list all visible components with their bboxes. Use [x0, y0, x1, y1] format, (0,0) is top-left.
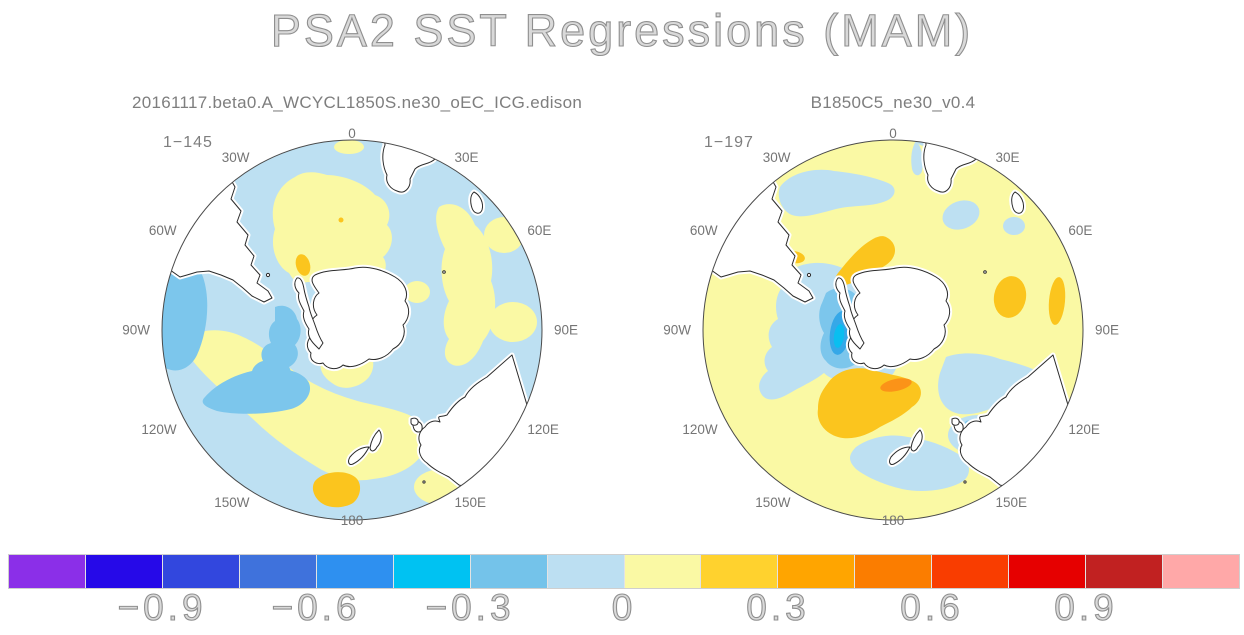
tick-label-90W: 90W: [663, 323, 691, 338]
left-yellow-90e-edge: [489, 302, 537, 342]
tick-label-0: 0: [348, 126, 356, 141]
left-map-panel: 0 30E 60E 90E 120E 150E 180 150W 120W 90W 60W 30W: [122, 110, 578, 550]
left-tick-labels: 0 30E 60E 90E 120E 150E 180 150W 120W 90W 60W 30W: [122, 126, 578, 528]
colorbar-bin-0: [9, 555, 85, 588]
colorbar-bin-12: [931, 555, 1009, 588]
right-tick-labels: 0 30E 60E 90E 120E 150E 180 150W 120W 90W 60W 30W: [663, 126, 1119, 528]
tick-label-120E: 120E: [1068, 422, 1100, 437]
left-field: [162, 140, 542, 520]
colorbar-tick-0.6: 0.6: [900, 586, 964, 628]
left-skyblue-wedge: [202, 368, 311, 414]
right-lightblue-newzealand-band: [850, 435, 969, 491]
colorbar-bin-13: [1008, 555, 1086, 588]
tick-label-60E: 60E: [527, 223, 551, 238]
colorbar-tick-−0.3: −0.3: [425, 586, 515, 628]
left-gold-dot: [338, 217, 344, 223]
tick-label-90E: 90E: [554, 323, 578, 338]
tick-label-120W: 120W: [682, 422, 718, 437]
tick-label-90E: 90E: [1095, 323, 1119, 338]
figure-title: PSA2 SST Regressions (MAM): [270, 4, 974, 56]
tick-label-180: 180: [341, 513, 364, 528]
tick-label-150W: 150W: [214, 495, 250, 510]
right-gold-teardrop: [835, 236, 895, 286]
left-yellow-southwest-band: [185, 330, 427, 481]
colorbar-tick-0: 0: [611, 586, 637, 628]
colorbar-bin-9: [700, 555, 778, 588]
right-map: 0 30E 60E 90E 120E 150E 180 150W 120W 90W 60W 30W: [663, 126, 1119, 528]
tick-label-60W: 60W: [690, 223, 718, 238]
tick-label-30W: 30W: [222, 150, 250, 165]
colorbar: [8, 554, 1240, 589]
colorbar-labels: −0.9 −0.6 −0.3 0 0.3 0.6 0.9: [8, 586, 1240, 633]
tick-label-30W: 30W: [763, 150, 791, 165]
left-yellow-60e-edge: [484, 217, 524, 253]
tick-label-0: 0: [889, 126, 897, 141]
left-panel-period: 1−145: [163, 134, 213, 151]
left-map: 0 30E 60E 90E 120E 150E 180 150W 120W 90W 60W 30W: [122, 126, 578, 528]
colorbar-bin-2: [161, 555, 239, 588]
left-yellow-top: [334, 140, 364, 154]
right-cyan-core: [833, 324, 845, 348]
right-lightblue-northwest: [778, 169, 895, 217]
right-map-boundary: [702, 139, 1084, 521]
tick-label-150W: 150W: [755, 495, 791, 510]
right-lightblue-below-africa: [942, 200, 980, 230]
right-lightblue-greenwich-sliver: [911, 141, 923, 176]
left-gold-south-blob: [312, 472, 361, 508]
colorbar-bin-1: [84, 555, 162, 588]
colorbar-bin-10: [777, 555, 855, 588]
colorbar-bin-3: [238, 555, 316, 588]
right-orange-ross-core: [880, 378, 912, 392]
tick-label-150E: 150E: [455, 495, 487, 510]
left-map-boundary: [161, 139, 543, 521]
tick-label-60E: 60E: [1068, 223, 1092, 238]
right-gold-90e-round: [993, 276, 1027, 318]
colorbar-bin-4: [315, 555, 393, 588]
right-lightblue-60e: [1003, 217, 1025, 235]
colorbar-bin-14: [1085, 555, 1163, 588]
right-field: [703, 140, 1083, 520]
left-panel-subtitle: 20161117.beta0.A_WCYCL1850S.ne30_oEC_ICG…: [132, 93, 583, 112]
colorbar-bin-5: [392, 555, 470, 588]
right-panel-period: 1−197: [704, 134, 754, 151]
tick-label-180: 180: [882, 513, 905, 528]
left-yellow-east-band: [436, 204, 496, 366]
colorbar-bin-8: [623, 555, 701, 588]
colorbar-tick-−0.9: −0.9: [117, 586, 207, 628]
right-gold-90e-edge: [1048, 277, 1066, 325]
colorbar-bin-7: [546, 555, 624, 588]
tick-label-120E: 120E: [527, 422, 559, 437]
colorbar-tick-−0.6: −0.6: [271, 586, 361, 628]
colorbar-bin-11: [854, 555, 932, 588]
colorbar-bin-15: [1162, 555, 1239, 588]
right-map-panel: 0 30E 60E 90E 120E 150E 180 150W 120W 90W 60W 30W: [663, 110, 1119, 550]
tick-label-90W: 90W: [122, 323, 150, 338]
tick-label-60W: 60W: [149, 223, 177, 238]
tick-label-30E: 30E: [996, 150, 1020, 165]
left-yellow-east-of-antarctica: [404, 281, 430, 303]
colorbar-tick-0.3: 0.3: [746, 586, 810, 628]
right-panel-subtitle: B1850C5_ne30_v0.4: [810, 93, 976, 112]
map-shape: [702, 139, 1084, 521]
colorbar-bin-6: [469, 555, 547, 588]
colorbar-tick-0.9: 0.9: [1054, 586, 1118, 628]
tick-label-30E: 30E: [455, 150, 479, 165]
tick-label-120W: 120W: [141, 422, 177, 437]
left-gold-peninsula: [295, 254, 311, 276]
tick-label-150E: 150E: [996, 495, 1028, 510]
map-shape: [161, 139, 543, 521]
